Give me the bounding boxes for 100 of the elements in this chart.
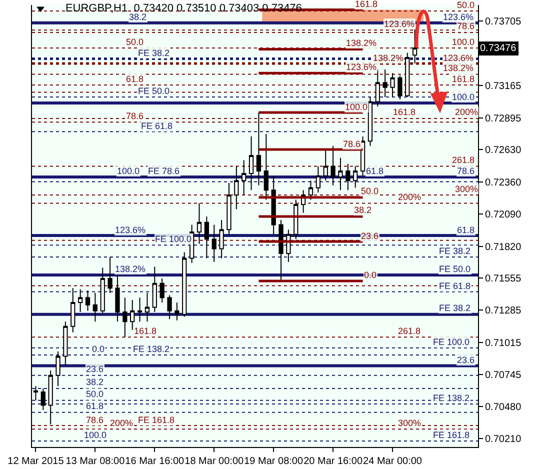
annotation: 123.6% — [346, 62, 377, 72]
candlestick — [137, 297, 142, 322]
annotation: 38.2 — [354, 205, 372, 215]
candlestick — [70, 288, 76, 333]
x-tick-label: 13 Mar 08:00 — [66, 456, 126, 467]
candlestick — [204, 216, 209, 259]
annotation: 261.8 — [398, 326, 421, 336]
y-tick-label: 0.71820 — [485, 242, 522, 253]
candlestick — [56, 350, 60, 387]
annotation: 0.0 — [92, 344, 105, 354]
candlestick — [160, 278, 164, 303]
candlestick — [330, 145, 336, 186]
annotation: FE 138.2 — [133, 344, 170, 354]
annotation: 23.6 — [457, 355, 475, 365]
candlestick — [85, 290, 90, 312]
candlestick — [256, 112, 262, 186]
candlestick — [212, 224, 216, 262]
candlestick — [278, 220, 284, 280]
annotation: 161.8 — [355, 0, 378, 9]
candlestick — [308, 180, 314, 200]
annotation: 61.8 — [457, 225, 475, 235]
annotation: 50.0 — [86, 389, 104, 399]
annotation: 300% — [455, 184, 478, 194]
annotation: FE 38.2 — [439, 246, 471, 256]
annotation: 0.73476 — [480, 43, 517, 54]
annotation: 200% — [455, 107, 478, 117]
candlestick — [108, 256, 112, 294]
annotation: FE 61.8 — [141, 121, 173, 131]
annotation: FE 50.0 — [439, 264, 471, 274]
x-tick-label: 18 Mar 00:00 — [184, 456, 244, 467]
candlestick — [219, 220, 224, 259]
y-tick-label: 0.70745 — [485, 370, 522, 382]
candlestick — [182, 252, 187, 318]
annotation: 200% — [110, 418, 134, 428]
candlestick — [63, 321, 68, 366]
annotation: 123.6% — [443, 53, 474, 63]
annotation: 78.6 — [86, 415, 104, 425]
annotation: 78.6 — [126, 111, 144, 121]
x-tick-label: 19 Mar 08:00 — [244, 456, 304, 467]
candlestick — [346, 163, 350, 191]
annotation: 123.6% — [115, 225, 146, 235]
candlestick — [152, 266, 157, 313]
candlestick — [294, 199, 298, 240]
candlestick — [100, 267, 105, 315]
candlestick — [323, 150, 328, 182]
annotation: 138.2% — [115, 264, 146, 274]
annotation: 50.0 — [126, 37, 144, 47]
candlestick — [78, 288, 83, 313]
candlestick — [196, 202, 202, 244]
annotation: 50.0 — [457, 0, 475, 10]
y-tick-label: 0.70210 — [485, 434, 522, 446]
annotation: 23.6 — [86, 364, 104, 374]
candlestick — [264, 134, 268, 200]
annotation: 261.8 — [452, 155, 475, 165]
candlestick — [40, 388, 46, 410]
annotation: 200% — [398, 192, 422, 202]
candlestick — [234, 166, 239, 210]
annotation: 123.6% — [384, 19, 415, 29]
annotation: 61.8 — [126, 74, 144, 84]
annotation: 61.8 — [366, 166, 384, 176]
annotation: FE 100.0 — [433, 337, 470, 347]
y-tick-label: 0.73705 — [485, 16, 522, 28]
annotation: FE 50.0 — [138, 86, 170, 96]
candlestick — [130, 300, 135, 330]
annotation: 0.0 — [364, 270, 377, 280]
candlestick — [122, 297, 128, 338]
candlestick — [115, 273, 120, 322]
y-tick-label: 0.72630 — [485, 145, 522, 156]
candlestick — [390, 72, 395, 98]
y-tick-label: 0.73165 — [485, 81, 522, 92]
annotation: 100.0 — [84, 430, 107, 440]
candlestick — [248, 136, 254, 191]
y-tick-label: 0.70480 — [485, 402, 522, 413]
candlestick — [174, 302, 180, 321]
candlestick — [353, 166, 358, 188]
annotation: FE 38.2 — [439, 303, 471, 313]
annotation: 123.6% — [443, 12, 474, 22]
candlestick — [338, 157, 343, 191]
x-tick-label: 20 Mar 16:00 — [304, 456, 363, 467]
annotation: FE 100.0 — [155, 234, 192, 244]
candlestick — [316, 166, 320, 194]
candlestick — [144, 292, 150, 322]
annotation: 100.0 — [117, 166, 140, 176]
candlestick — [398, 74, 402, 100]
annotation: FE 138.2 — [433, 393, 470, 403]
annotation: 138.2% — [443, 63, 474, 73]
annotation: 23.6 — [361, 231, 379, 241]
y-tick-label: 0.71015 — [485, 338, 522, 349]
y-tick-label: 0.72895 — [485, 113, 522, 124]
annotation: 138.2% — [346, 38, 377, 48]
annotation: 38.2 — [86, 377, 104, 387]
candlestick — [242, 160, 246, 196]
annotation: 78.6 — [457, 166, 475, 176]
annotation: 78.6 — [457, 21, 475, 31]
candlestick — [48, 370, 53, 425]
annotation: 138.2% — [373, 53, 404, 63]
annotation: FE 61.8 — [439, 281, 471, 291]
candlestick — [226, 182, 232, 235]
annotation: 100.0 — [452, 92, 475, 102]
candlestick — [92, 292, 98, 322]
